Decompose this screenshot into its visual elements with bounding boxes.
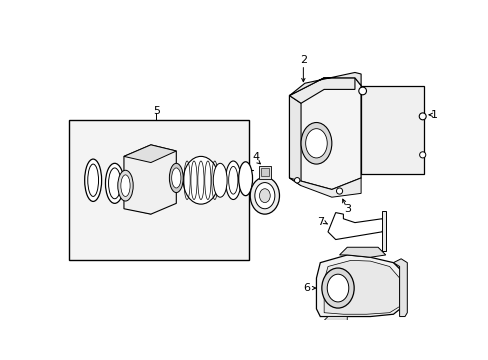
Ellipse shape: [305, 129, 326, 158]
Ellipse shape: [238, 162, 252, 195]
Polygon shape: [289, 178, 360, 197]
Polygon shape: [393, 259, 407, 316]
Bar: [360, 86, 424, 174]
Ellipse shape: [84, 159, 102, 202]
Ellipse shape: [105, 163, 123, 203]
Polygon shape: [123, 145, 176, 163]
Ellipse shape: [108, 168, 121, 199]
Polygon shape: [339, 247, 385, 257]
Polygon shape: [289, 78, 360, 189]
Polygon shape: [289, 78, 354, 103]
Ellipse shape: [418, 113, 426, 120]
Text: 6: 6: [303, 283, 310, 293]
Polygon shape: [324, 260, 399, 314]
Ellipse shape: [301, 122, 331, 164]
Ellipse shape: [171, 168, 181, 188]
Polygon shape: [324, 316, 346, 320]
Ellipse shape: [321, 268, 353, 308]
Ellipse shape: [228, 166, 238, 194]
Ellipse shape: [169, 163, 183, 193]
Text: 7: 7: [317, 217, 324, 227]
Polygon shape: [316, 255, 404, 316]
Polygon shape: [381, 211, 385, 251]
Ellipse shape: [121, 175, 130, 197]
Bar: [68, 120, 249, 260]
Ellipse shape: [225, 161, 241, 199]
Ellipse shape: [358, 87, 366, 95]
Text: 4: 4: [252, 152, 260, 162]
Polygon shape: [289, 95, 301, 186]
Ellipse shape: [87, 164, 99, 197]
Ellipse shape: [326, 274, 348, 302]
Ellipse shape: [254, 183, 274, 209]
Text: 5: 5: [152, 106, 160, 116]
Bar: [258, 166, 270, 179]
Polygon shape: [289, 72, 360, 95]
Ellipse shape: [419, 152, 425, 158]
Text: 3: 3: [343, 204, 350, 214]
Ellipse shape: [259, 189, 270, 203]
Ellipse shape: [213, 163, 226, 197]
Bar: [261, 168, 268, 176]
Text: 1: 1: [430, 110, 437, 120]
Polygon shape: [327, 213, 385, 239]
Polygon shape: [123, 145, 176, 214]
Text: 2: 2: [299, 55, 306, 65]
Ellipse shape: [118, 170, 133, 201]
Ellipse shape: [183, 156, 218, 204]
Ellipse shape: [336, 188, 342, 194]
Ellipse shape: [294, 177, 299, 183]
Ellipse shape: [250, 177, 279, 214]
